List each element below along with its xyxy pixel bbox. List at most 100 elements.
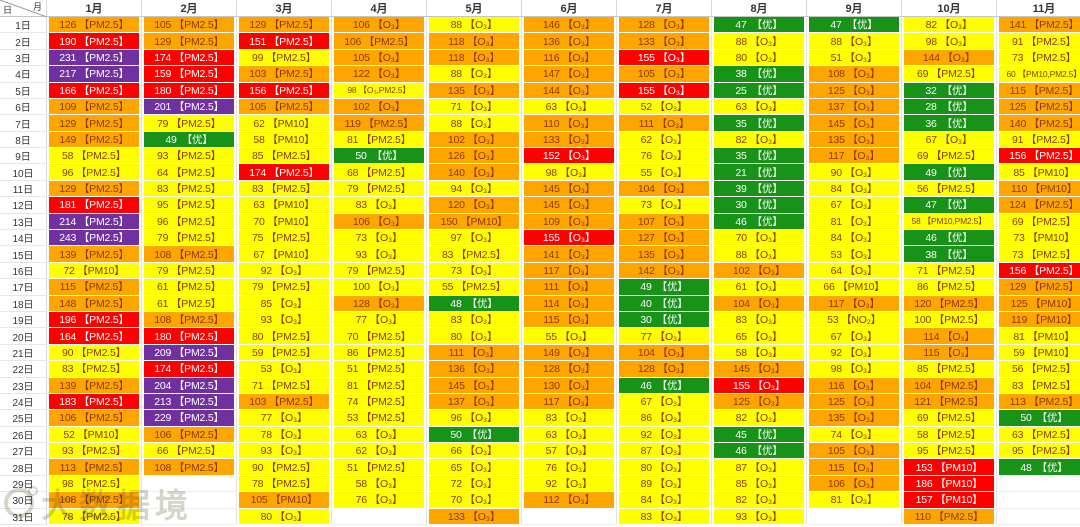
- aqi-cell-3月-8日[interactable]: 58 【PM10】: [237, 131, 332, 149]
- aqi-cell-5月-5日[interactable]: 135 【O₃】: [427, 82, 522, 99]
- aqi-cell-6月-17日[interactable]: 111 【O₃】: [522, 279, 617, 296]
- aqi-cell-7月-18日[interactable]: 40 【优】: [617, 295, 712, 312]
- aqi-cell-3月-30日[interactable]: 105 【PM10】: [237, 492, 332, 509]
- aqi-cell-8月-2日[interactable]: 88 【O₃】: [712, 33, 807, 50]
- aqi-cell-8月-19日[interactable]: 83 【O₃】: [712, 311, 807, 329]
- aqi-cell-7月-20日[interactable]: 77 【O₃】: [617, 328, 712, 345]
- aqi-cell-2月-23日[interactable]: 204 【PM2.5】: [142, 377, 237, 394]
- aqi-cell-3月-12日[interactable]: 63 【PM10】: [237, 197, 332, 214]
- aqi-cell-5月-1日[interactable]: 88 【O₃】: [427, 17, 522, 34]
- aqi-cell-7月-21日[interactable]: 104 【O₃】: [617, 344, 712, 362]
- aqi-cell-9月-24日[interactable]: 125 【O₃】: [807, 393, 902, 411]
- aqi-cell-5月-20日[interactable]: 80 【O₃】: [427, 328, 522, 345]
- aqi-cell-7月-22日[interactable]: 128 【O₃】: [617, 361, 712, 378]
- aqi-cell-8月-22日[interactable]: 145 【O₃】: [712, 361, 807, 378]
- aqi-cell-9月-3日[interactable]: 51 【O₃】: [807, 49, 902, 67]
- aqi-cell-11月-16日[interactable]: 156 【PM2.5】: [997, 262, 1080, 280]
- aqi-cell-8月-30日[interactable]: 82 【O₃】: [712, 492, 807, 509]
- aqi-cell-9月-13日[interactable]: 81 【O₃】: [807, 213, 902, 231]
- aqi-cell-1月-21日[interactable]: 90 【PM2.5】: [47, 344, 142, 362]
- aqi-cell-7月-5日[interactable]: 155 【O₃】: [617, 82, 712, 99]
- aqi-cell-5月-10日[interactable]: 140 【O₃】: [427, 164, 522, 181]
- aqi-cell-3月-21日[interactable]: 59 【PM2.5】: [237, 344, 332, 362]
- aqi-cell-7月-19日[interactable]: 30 【优】: [617, 311, 712, 329]
- aqi-cell-7月-13日[interactable]: 107 【O₃】: [617, 213, 712, 231]
- aqi-cell-5月-3日[interactable]: 118 【O₃】: [427, 49, 522, 67]
- aqi-cell-6月-13日[interactable]: 109 【O₃】: [522, 213, 617, 231]
- aqi-cell-2月-17日[interactable]: 61 【PM2.5】: [142, 279, 237, 296]
- aqi-cell-11月-5日[interactable]: 115 【PM2.5】: [997, 82, 1080, 99]
- aqi-cell-10月-22日[interactable]: 85 【PM2.5】: [902, 361, 997, 378]
- aqi-cell-10月-2日[interactable]: 98 【O₃】: [902, 33, 997, 50]
- aqi-cell-8月-28日[interactable]: 87 【O₃】: [712, 459, 807, 476]
- aqi-cell-10月-19日[interactable]: 100 【PM2.5】: [902, 311, 997, 329]
- aqi-cell-4月-16日[interactable]: 79 【PM2.5】: [332, 262, 427, 280]
- aqi-cell-6月-23日[interactable]: 130 【O₃】: [522, 377, 617, 394]
- aqi-cell-11月-8日[interactable]: 91 【PM2.5】: [997, 131, 1080, 149]
- aqi-cell-11月-3日[interactable]: 73 【PM2.5】: [997, 49, 1080, 67]
- aqi-cell-10月-11日[interactable]: 56 【PM2.5】: [902, 180, 997, 198]
- aqi-cell-3月-3日[interactable]: 99 【PM2.5】: [237, 49, 332, 67]
- aqi-cell-9月-10日[interactable]: 90 【O₃】: [807, 164, 902, 181]
- aqi-cell-9月-12日[interactable]: 67 【O₃】: [807, 197, 902, 214]
- aqi-cell-5月-31日[interactable]: 133 【O₃】: [427, 508, 522, 525]
- aqi-cell-4月-14日[interactable]: 73 【O₃】: [332, 230, 427, 247]
- aqi-cell-11月-14日[interactable]: 73 【PM10】: [997, 230, 1080, 247]
- aqi-cell-8月-9日[interactable]: 35 【优】: [712, 148, 807, 165]
- aqi-cell-2月-13日[interactable]: 96 【PM2.5】: [142, 213, 237, 231]
- aqi-cell-9月-29日[interactable]: 106 【O₃】: [807, 475, 902, 493]
- aqi-cell-2月-2日[interactable]: 129 【PM2.5】: [142, 33, 237, 50]
- aqi-cell-3月-16日[interactable]: 92 【O₃】: [237, 262, 332, 280]
- aqi-cell-2月-22日[interactable]: 174 【PM2.5】: [142, 361, 237, 378]
- aqi-cell-9月-17日[interactable]: 66 【PM10】: [807, 279, 902, 296]
- aqi-cell-8月-11日[interactable]: 39 【优】: [712, 180, 807, 198]
- aqi-cell-4月-12日[interactable]: 83 【O₃】: [332, 197, 427, 214]
- aqi-cell-6月-25日[interactable]: 83 【O₃】: [522, 410, 617, 427]
- aqi-cell-1月-13日[interactable]: 214 【PM2.5】: [47, 213, 142, 231]
- aqi-cell-7月-27日[interactable]: 87 【O₃】: [617, 443, 712, 460]
- aqi-cell-6月-29日[interactable]: 92 【O₃】: [522, 475, 617, 493]
- aqi-cell-2月-18日[interactable]: 61 【PM2.5】: [142, 295, 237, 312]
- aqi-cell-9月-1日[interactable]: 47 【优】: [807, 17, 902, 34]
- aqi-cell-3月-19日[interactable]: 93 【O₃】: [237, 311, 332, 329]
- aqi-cell-5月-14日[interactable]: 97 【O₃】: [427, 230, 522, 247]
- aqi-cell-7月-2日[interactable]: 133 【O₃】: [617, 33, 712, 50]
- aqi-cell-1月-24日[interactable]: 183 【PM2.5】: [47, 393, 142, 411]
- aqi-cell-10月-14日[interactable]: 46 【优】: [902, 230, 997, 247]
- aqi-cell-10月-7日[interactable]: 36 【优】: [902, 115, 997, 132]
- aqi-cell-4月-1日[interactable]: 106 【O₃】: [332, 17, 427, 34]
- aqi-cell-4月-19日[interactable]: 77 【O₃】: [332, 311, 427, 329]
- aqi-cell-2月-25日[interactable]: 229 【PM2.5】: [142, 410, 237, 427]
- aqi-cell-11月-24日[interactable]: 113 【PM2.5】: [997, 393, 1080, 411]
- aqi-cell-9月-19日[interactable]: 53 【NO₂】: [807, 311, 902, 329]
- aqi-cell-3月-31日[interactable]: 80 【O₃】: [237, 508, 332, 525]
- aqi-cell-5月-25日[interactable]: 96 【O₃】: [427, 410, 522, 427]
- aqi-cell-5月-29日[interactable]: 72 【O₃】: [427, 475, 522, 493]
- aqi-cell-1月-19日[interactable]: 196 【PM2.5】: [47, 311, 142, 329]
- aqi-cell-3月-2日[interactable]: 151 【PM2.5】: [237, 33, 332, 50]
- aqi-cell-7月-3日[interactable]: 155 【O₃】: [617, 49, 712, 67]
- aqi-cell-10月-25日[interactable]: 69 【PM2.5】: [902, 410, 997, 427]
- aqi-cell-5月-17日[interactable]: 55 【PM2.5】: [427, 279, 522, 296]
- aqi-cell-11月-23日[interactable]: 83 【PM2.5】: [997, 377, 1080, 394]
- aqi-cell-9月-22日[interactable]: 98 【O₃】: [807, 361, 902, 378]
- aqi-cell-5月-21日[interactable]: 111 【O₃】: [427, 344, 522, 362]
- aqi-cell-8月-15日[interactable]: 88 【O₃】: [712, 246, 807, 263]
- aqi-cell-10月-10日[interactable]: 49 【优】: [902, 164, 997, 181]
- aqi-cell-9月-21日[interactable]: 92 【O₃】: [807, 344, 902, 362]
- aqi-cell-10月-3日[interactable]: 144 【O₃】: [902, 49, 997, 67]
- aqi-cell-1月-8日[interactable]: 149 【PM2.5】: [47, 131, 142, 149]
- aqi-cell-1月-29日[interactable]: 98 【PM2.5】: [47, 475, 142, 493]
- aqi-cell-10月-24日[interactable]: 121 【PM2.5】: [902, 393, 997, 411]
- aqi-cell-7月-23日[interactable]: 46 【优】: [617, 377, 712, 394]
- aqi-cell-6月-28日[interactable]: 76 【O₃】: [522, 459, 617, 476]
- aqi-cell-2月-8日[interactable]: 49 【优】: [142, 131, 237, 149]
- aqi-cell-5月-16日[interactable]: 73 【O₃】: [427, 262, 522, 280]
- aqi-cell-1月-1日[interactable]: 126 【PM2.5】: [47, 17, 142, 34]
- aqi-cell-7月-1日[interactable]: 128 【O₃】: [617, 17, 712, 34]
- aqi-cell-5月-24日[interactable]: 137 【O₃】: [427, 393, 522, 411]
- aqi-cell-6月-19日[interactable]: 115 【O₃】: [522, 311, 617, 329]
- aqi-cell-3月-17日[interactable]: 79 【PM2.5】: [237, 279, 332, 296]
- aqi-cell-11月-15日[interactable]: 73 【PM2.5】: [997, 246, 1080, 263]
- aqi-cell-11月-22日[interactable]: 56 【PM2.5】: [997, 361, 1080, 378]
